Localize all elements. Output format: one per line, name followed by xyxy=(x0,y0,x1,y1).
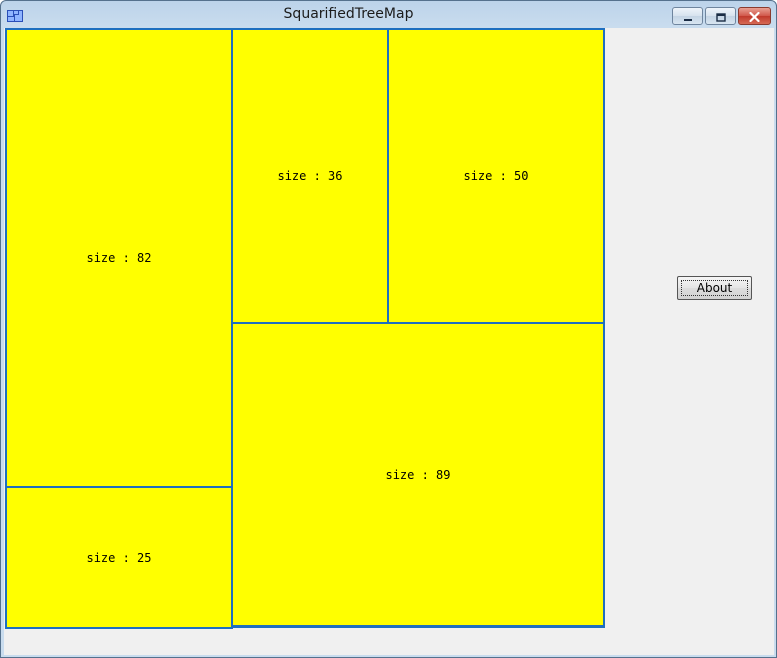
treemap-cell-50[interactable]: size : 50 xyxy=(387,28,605,324)
close-icon xyxy=(749,7,760,26)
cell-label: size : 36 xyxy=(277,169,343,183)
minimize-icon xyxy=(683,7,693,26)
treemap-cell-89[interactable]: size : 89 xyxy=(231,322,605,627)
window-title: SquarifiedTreeMap xyxy=(283,6,414,22)
close-button[interactable] xyxy=(738,7,771,25)
treemap-cell-36[interactable]: size : 36 xyxy=(231,28,389,324)
title-bar[interactable]: SquarifiedTreeMap xyxy=(1,1,776,28)
about-button[interactable]: About xyxy=(677,276,752,300)
cell-label: size : 50 xyxy=(463,169,529,183)
treemap: size : 82 size : 25 size : 36 size : 50 … xyxy=(5,28,605,629)
cell-label: size : 89 xyxy=(385,467,451,482)
minimize-button[interactable] xyxy=(672,7,703,25)
treemap-cell-82[interactable]: size : 82 xyxy=(5,28,233,488)
maximize-icon xyxy=(715,7,726,26)
client-area: size : 82 size : 25 size : 36 size : 50 … xyxy=(4,28,774,655)
app-icon xyxy=(7,8,23,22)
cell-label: size : 82 xyxy=(86,251,152,265)
cell-label: size : 25 xyxy=(86,550,152,565)
treemap-cell-25[interactable]: size : 25 xyxy=(5,486,233,629)
about-button-label: About xyxy=(696,281,733,295)
maximize-button[interactable] xyxy=(705,7,736,25)
focus-rectangle xyxy=(681,280,748,296)
